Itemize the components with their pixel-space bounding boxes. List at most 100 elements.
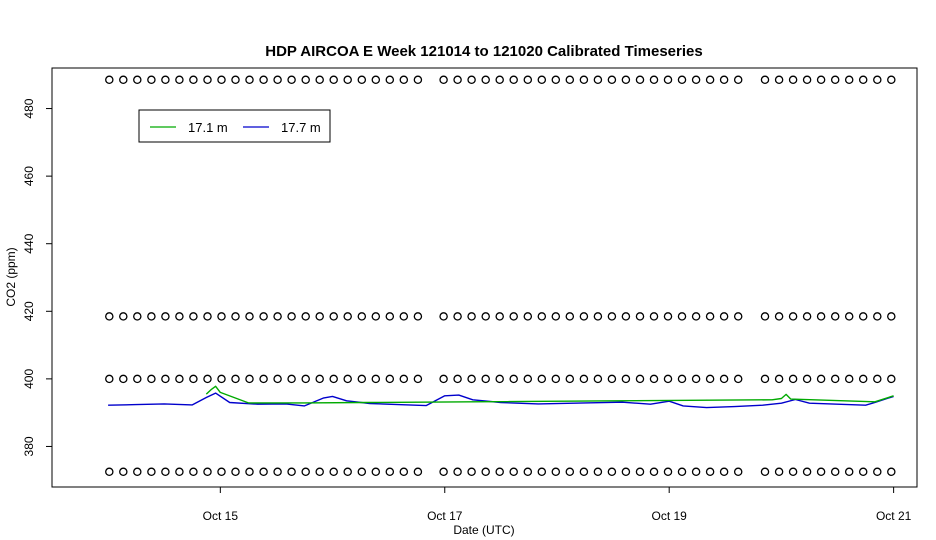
flag-marker bbox=[175, 75, 184, 85]
flag-marker bbox=[788, 75, 798, 85]
flag-marker bbox=[147, 75, 156, 85]
flag-marker bbox=[147, 374, 156, 384]
flag-row-0 bbox=[105, 75, 896, 85]
x-axis-label: Date (UTC) bbox=[453, 523, 514, 537]
flag-marker bbox=[593, 312, 603, 321]
flag-marker bbox=[467, 374, 476, 384]
flag-marker bbox=[105, 467, 114, 477]
flag-marker bbox=[858, 467, 868, 477]
flag-marker bbox=[161, 312, 170, 321]
flag-marker bbox=[273, 75, 282, 85]
flag-marker bbox=[537, 312, 547, 321]
flag-marker bbox=[844, 75, 854, 85]
flag-marker bbox=[705, 75, 715, 85]
flag-marker bbox=[858, 374, 868, 384]
flag-marker bbox=[760, 312, 770, 321]
flag-marker bbox=[189, 312, 198, 321]
flag-marker bbox=[719, 467, 729, 477]
flag-marker bbox=[635, 312, 645, 321]
flag-marker bbox=[467, 467, 476, 477]
flag-marker bbox=[439, 467, 448, 477]
flag-marker bbox=[439, 374, 448, 384]
flag-marker bbox=[760, 75, 770, 85]
flag-marker bbox=[621, 374, 631, 384]
flag-marker bbox=[245, 374, 254, 384]
y-tick-label-400: 400 bbox=[22, 369, 36, 389]
flag-marker bbox=[315, 374, 324, 384]
flag-marker bbox=[399, 374, 409, 384]
flag-marker bbox=[315, 467, 324, 477]
flag-marker bbox=[413, 312, 423, 321]
flag-marker bbox=[357, 312, 367, 321]
flag-marker bbox=[760, 467, 770, 477]
flag-marker bbox=[774, 467, 784, 477]
flag-marker bbox=[245, 312, 254, 321]
flag-marker bbox=[399, 312, 409, 321]
flag-row-2 bbox=[105, 374, 896, 384]
flag-marker bbox=[858, 312, 868, 321]
flag-marker bbox=[635, 374, 645, 384]
y-axis-label: CO2 (ppm) bbox=[4, 247, 18, 306]
flag-marker bbox=[413, 467, 423, 477]
flag-marker bbox=[719, 312, 729, 321]
y-tick-label-460: 460 bbox=[22, 166, 36, 186]
flag-marker bbox=[453, 75, 462, 85]
flag-marker bbox=[593, 467, 603, 477]
flag-marker bbox=[663, 312, 673, 321]
flag-marker bbox=[329, 374, 338, 384]
flag-marker bbox=[287, 467, 296, 477]
flag-marker bbox=[537, 374, 547, 384]
flag-marker bbox=[802, 467, 812, 477]
flag-marker bbox=[175, 312, 184, 321]
flag-marker bbox=[315, 312, 324, 321]
flag-marker bbox=[495, 374, 504, 384]
flag-marker bbox=[343, 374, 352, 384]
x-axis: Oct 15 Oct 17 Oct 19 Oct 21 bbox=[203, 486, 912, 523]
flag-marker bbox=[621, 467, 631, 477]
flag-marker bbox=[830, 374, 840, 384]
flag-marker bbox=[565, 312, 575, 321]
flag-marker bbox=[509, 312, 518, 321]
flag-marker bbox=[887, 312, 896, 321]
flag-marker bbox=[677, 374, 687, 384]
flag-marker bbox=[621, 312, 631, 321]
flag-marker bbox=[649, 75, 659, 85]
flag-marker bbox=[287, 374, 296, 384]
flag-marker bbox=[593, 374, 603, 384]
flag-marker bbox=[467, 75, 476, 85]
series-line-17-1-m bbox=[205, 385, 894, 404]
flag-marker bbox=[343, 312, 352, 321]
flag-marker bbox=[830, 75, 840, 85]
flag-marker bbox=[481, 312, 490, 321]
flag-marker bbox=[203, 75, 212, 85]
flag-marker bbox=[495, 312, 504, 321]
flag-marker bbox=[509, 374, 518, 384]
flag-marker bbox=[385, 374, 395, 384]
flag-marker bbox=[663, 75, 673, 85]
flag-marker bbox=[287, 312, 296, 321]
x-tick-label-3: Oct 21 bbox=[876, 509, 912, 523]
flag-marker bbox=[774, 75, 784, 85]
flag-marker bbox=[887, 467, 896, 477]
flag-marker bbox=[189, 374, 198, 384]
flag-marker bbox=[663, 374, 673, 384]
flag-marker bbox=[385, 312, 395, 321]
flag-marker bbox=[774, 312, 784, 321]
flag-marker bbox=[189, 75, 198, 85]
flag-marker bbox=[315, 75, 324, 85]
legend: 17.1 m 17.7 m bbox=[138, 109, 331, 143]
flag-marker bbox=[802, 312, 812, 321]
flag-marker bbox=[523, 467, 533, 477]
flag-marker bbox=[579, 467, 589, 477]
flag-marker bbox=[719, 374, 729, 384]
flag-marker bbox=[217, 374, 226, 384]
flag-marker bbox=[830, 312, 840, 321]
flag-marker bbox=[844, 312, 854, 321]
flag-marker bbox=[385, 467, 395, 477]
flag-marker bbox=[203, 467, 212, 477]
flag-marker bbox=[551, 374, 561, 384]
flag-marker bbox=[357, 374, 367, 384]
flag-marker bbox=[217, 467, 226, 477]
flag-marker bbox=[413, 75, 423, 85]
flag-marker bbox=[691, 374, 701, 384]
